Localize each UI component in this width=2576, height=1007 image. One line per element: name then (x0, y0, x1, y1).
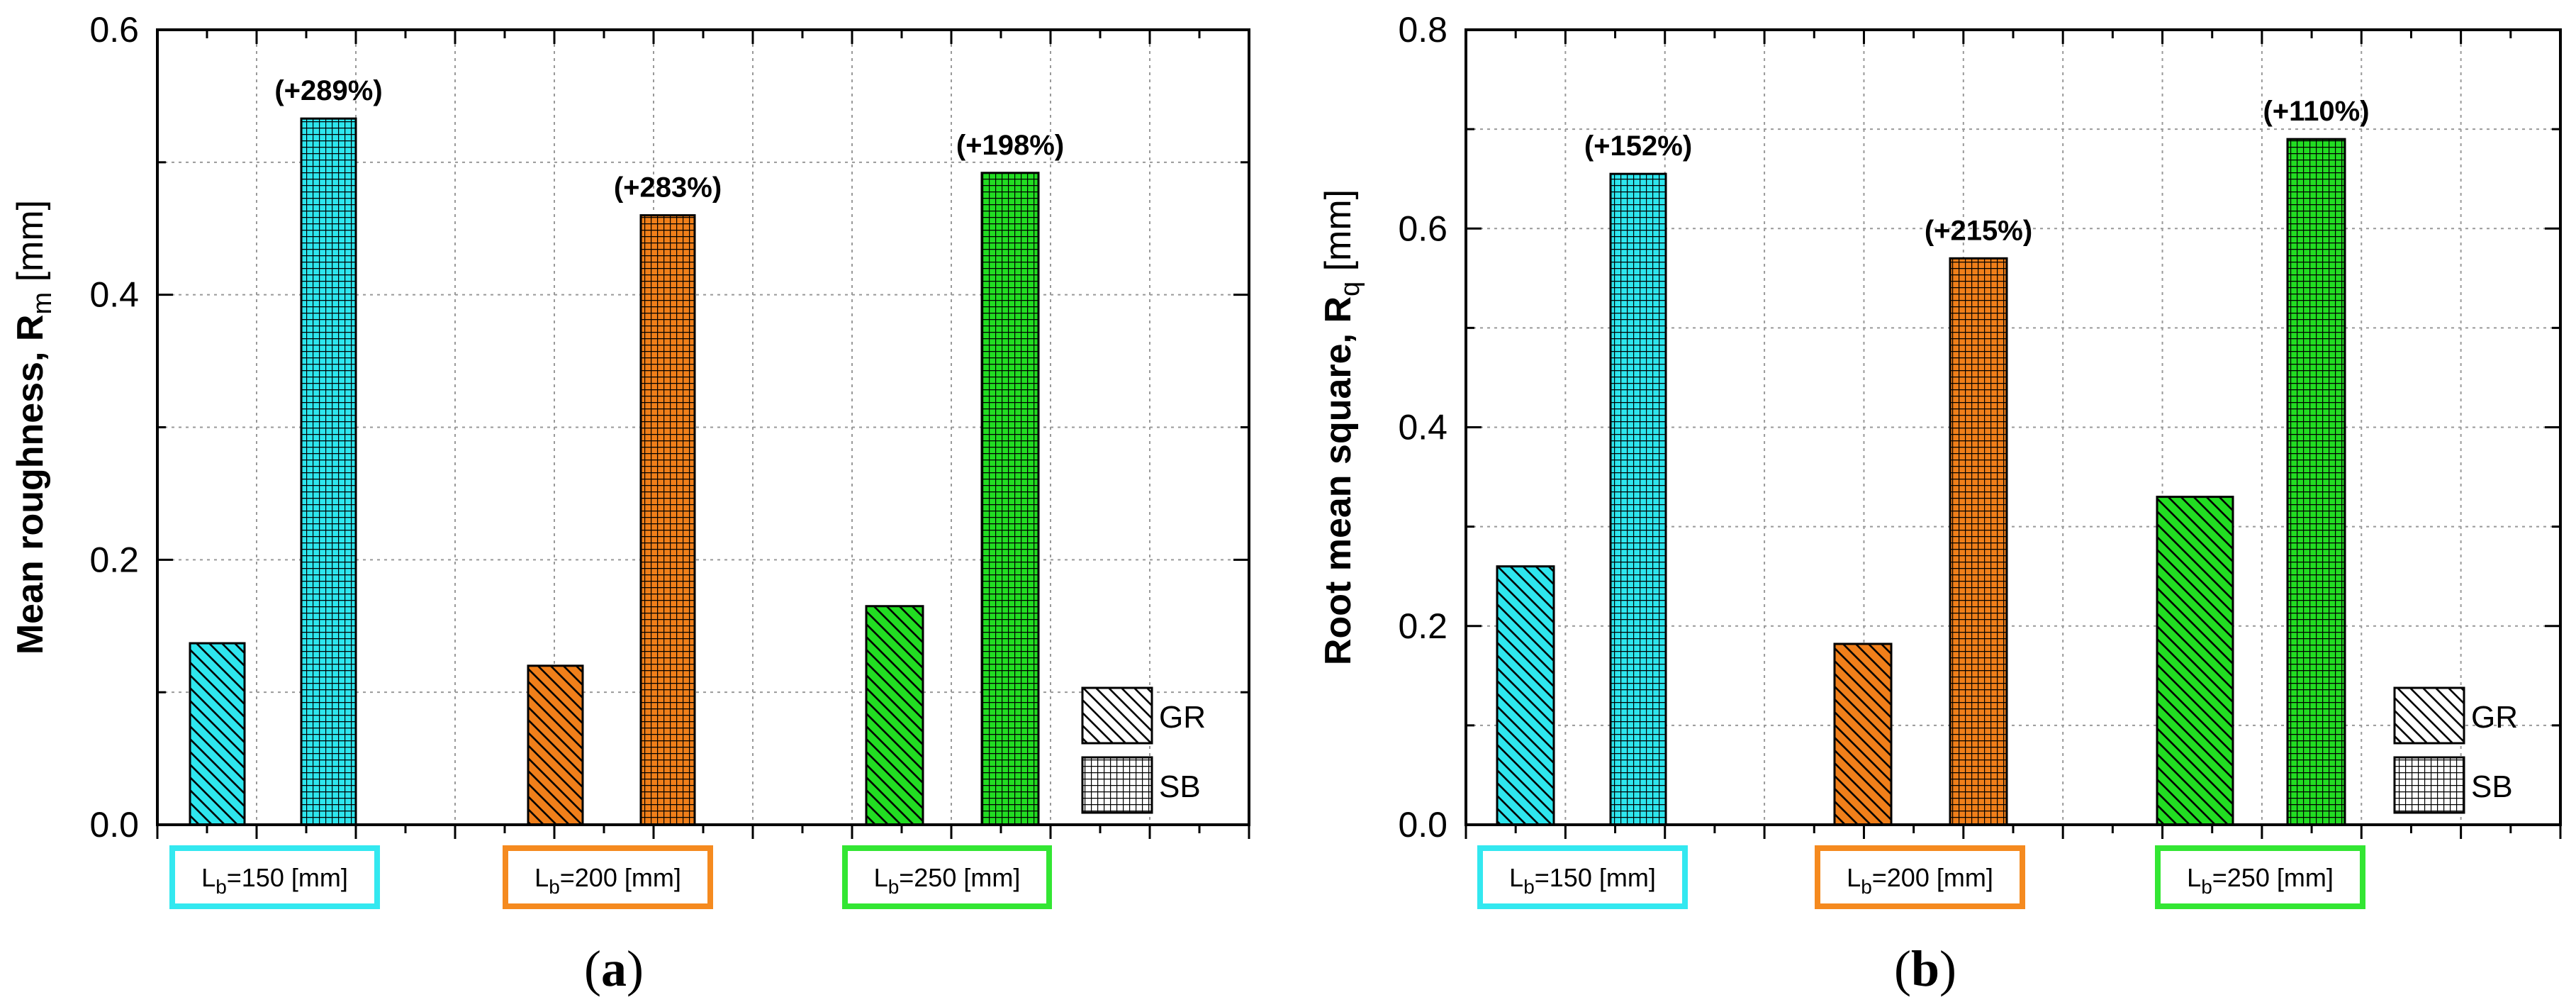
data-label: (+152%) (1584, 130, 1692, 162)
category-box (1815, 845, 2025, 909)
legend-swatch-gr (1081, 686, 1153, 745)
category-box (2155, 845, 2365, 909)
category-label: Lb=150 [mm] (201, 863, 348, 898)
y-tick-label: 0.6 (1398, 208, 1447, 248)
bar-sb-3 (2286, 138, 2346, 826)
category-label: Lb=150 [mm] (1509, 863, 1656, 898)
data-label: (+289%) (274, 75, 382, 106)
category-box (842, 845, 1052, 909)
category-box (1477, 845, 1688, 909)
legend-swatch-gr (2393, 686, 2465, 745)
category-box (169, 845, 380, 909)
bar-gr-3 (865, 605, 924, 826)
y-tick-label: 0.0 (1398, 805, 1447, 845)
bar-sb-1 (300, 117, 357, 826)
category-box (503, 845, 713, 909)
bar-sb-2 (1949, 257, 2008, 826)
y-tick-label: 0.4 (89, 275, 139, 315)
y-tick-label: 0.2 (1398, 606, 1447, 646)
y-tick-label: 0.8 (1398, 10, 1447, 50)
bar-sb-3 (980, 172, 1040, 826)
y-axis-title: Mean roughness, Rm [mm] (10, 200, 57, 655)
bar-gr-2 (527, 664, 584, 826)
legend: GR SB (1081, 686, 1206, 814)
bar-gr-1 (189, 642, 246, 826)
panel-a: (+289%) (+283%) (+198%) 0.0 0.2 0.4 0.6 Mean ro… (10, 10, 1250, 997)
y-tick-label: 0.6 (89, 10, 139, 50)
panel-b: (+152%) (+215%) (+110%) 0.0 0.2 0.4 0.6 0.8 Root… (1318, 10, 2562, 997)
y-tick-label: 0.2 (89, 540, 139, 579)
legend-label-sb: SB (1159, 769, 1201, 804)
data-label: (+110%) (2263, 96, 2369, 127)
bar-gr-1 (1496, 565, 1555, 826)
category-label: Lb=250 [mm] (2187, 863, 2334, 898)
bar-sb-2 (639, 214, 696, 826)
legend-swatch-sb (2393, 756, 2465, 814)
panel-label: (a) (584, 940, 644, 997)
legend-swatch-sb (1081, 756, 1153, 814)
legend-label-gr: GR (1159, 700, 1206, 735)
bar-gr-2 (1833, 642, 1893, 826)
data-label: (+198%) (956, 130, 1064, 161)
legend-label-sb: SB (2471, 769, 2513, 804)
data-label: (+215%) (1925, 215, 2032, 246)
bar-gr-3 (2156, 496, 2234, 826)
category-label: Lb=200 [mm] (534, 863, 681, 898)
category-label: Lb=200 [mm] (1847, 863, 1993, 898)
legend: GR SB (2393, 686, 2518, 814)
y-tick-label: 0.4 (1398, 408, 1447, 447)
bar-sb-1 (1609, 172, 1667, 826)
category-label: Lb=250 [mm] (874, 863, 1021, 898)
panel-label: (b) (1894, 940, 1956, 997)
legend-label-gr: GR (2471, 700, 2518, 735)
y-tick-label: 0.0 (89, 805, 139, 845)
y-axis-title: Root mean square, Rq [mm] (1318, 189, 1365, 665)
data-label: (+283%) (614, 172, 722, 204)
